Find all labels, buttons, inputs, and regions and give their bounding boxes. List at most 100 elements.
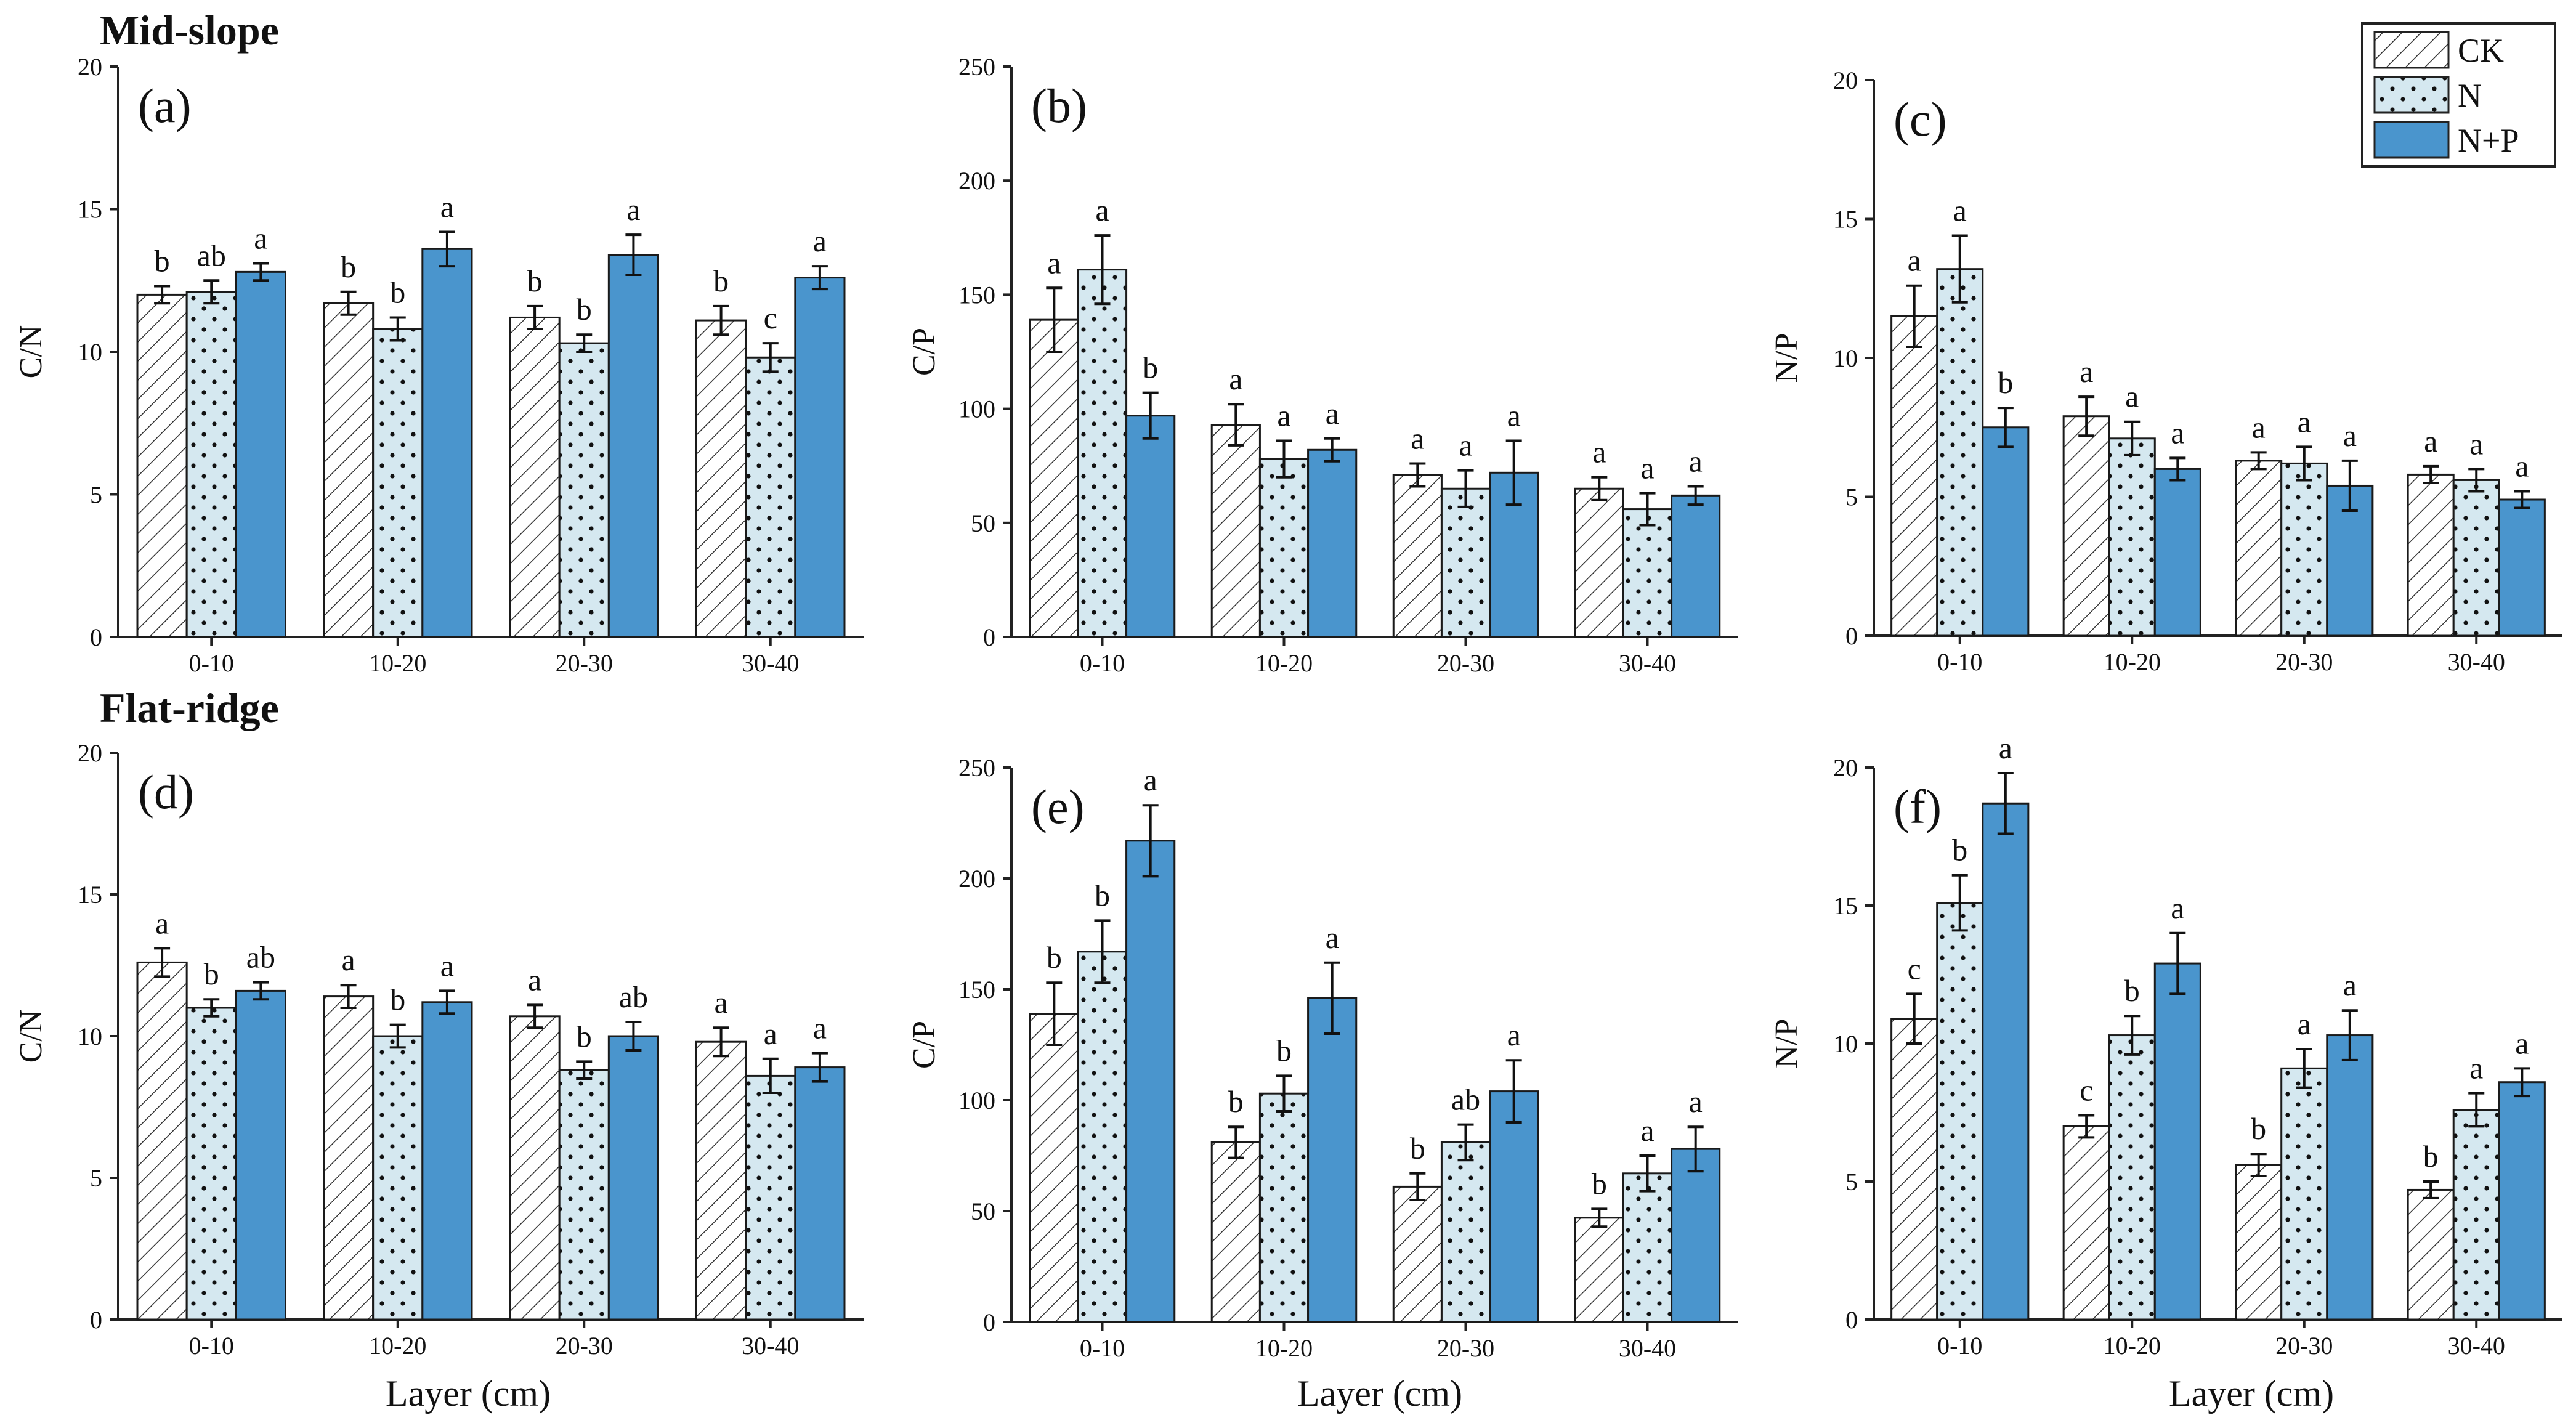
error-bar-f-2-0 (1997, 771, 2014, 835)
bar-e-ck-30-40 (1574, 1217, 1624, 1323)
legend-label-np: N+P (2458, 122, 2519, 159)
panel-label-e: (e) (1031, 780, 1085, 833)
bar-e-n-20-30 (1440, 1141, 1491, 1323)
error-bar-d-1-0 (203, 998, 220, 1018)
bar-d-ck-0-10 (136, 961, 188, 1321)
error-bar-d-0-1 (340, 984, 357, 1009)
y-tick-label-c-1: 5 (1845, 484, 1858, 511)
sig-letter-a-2-3: a (813, 224, 827, 258)
error-bar-d-1-3 (762, 1057, 779, 1094)
x-tick-label-a-1: 10-20 (369, 649, 426, 677)
error-bar-f-0-0 (1906, 992, 1922, 1045)
bar-a-n-20-30 (558, 342, 610, 638)
sig-letter-f-0-0: c (1908, 951, 1921, 986)
error-bar-c-0-0 (1906, 284, 1922, 348)
error-bar-c-2-2 (2341, 459, 2358, 513)
error-bar-e-2-0 (1142, 804, 1159, 878)
sig-letter-c-2-3: a (2515, 448, 2529, 483)
y-tick-label-b-2: 100 (958, 395, 995, 423)
bar-a-ck-30-40 (695, 319, 747, 638)
bar-c-ck-0-10 (1890, 315, 1938, 637)
bar-d-n-30-40 (745, 1074, 796, 1321)
sig-letter-e-2-2: a (1507, 1018, 1521, 1052)
bar-d-npp-0-10 (235, 989, 286, 1321)
error-bar-f-2-1 (2169, 931, 2186, 995)
error-bar-e-0-1 (1228, 1125, 1244, 1159)
sig-letter-c-1-0: a (1953, 193, 1967, 228)
x-tick-label-e-1: 10-20 (1255, 1334, 1313, 1362)
error-bar-c-2-3 (2514, 490, 2530, 509)
sig-letter-f-2-2: a (2343, 968, 2357, 1002)
error-bar-f-1-1 (2124, 1015, 2141, 1056)
sig-letter-d-1-2: b (577, 1019, 592, 1053)
sig-letter-f-1-3: a (2469, 1051, 2483, 1085)
error-bar-f-0-2 (2250, 1153, 2267, 1178)
sig-letter-e-0-0: b (1047, 940, 1062, 975)
sig-letter-d-1-1: b (390, 983, 405, 1017)
sig-letter-b-1-3: a (1640, 451, 1654, 485)
sig-letter-d-1-3: a (764, 1016, 777, 1051)
bar-d-n-0-10 (185, 1007, 237, 1321)
bar-c-n-30-40 (2452, 479, 2500, 637)
bar-a-npp-10-20 (421, 248, 473, 638)
sig-letter-f-1-0: b (1952, 833, 1967, 867)
bar-f-n-0-10 (1936, 902, 1984, 1321)
sig-letter-e-1-0: b (1095, 878, 1110, 912)
bar-e-npp-10-20 (1307, 997, 1358, 1323)
row-title-flat-ridge: Flat-ridge (100, 684, 279, 731)
bar-d-npp-20-30 (607, 1035, 659, 1321)
sig-letter-f-1-2: a (2298, 1007, 2311, 1041)
sig-letter-b-2-3: a (1689, 444, 1703, 479)
bar-c-npp-0-10 (1982, 426, 2030, 637)
bar-a-n-10-20 (372, 328, 424, 638)
sig-letter-d-2-1: a (440, 948, 454, 983)
error-bar-a-1-3 (762, 342, 779, 373)
bar-c-ck-30-40 (2407, 473, 2455, 637)
bar-f-n-10-20 (2108, 1034, 2156, 1321)
error-bar-b-1-1 (1276, 439, 1292, 479)
x-tick-label-d-0: 0-10 (189, 1332, 234, 1360)
error-bar-d-1-1 (389, 1023, 406, 1049)
error-bar-f-0-3 (2423, 1180, 2439, 1199)
x-tick-label-b-0: 0-10 (1080, 649, 1125, 677)
error-bar-e-0-3 (1591, 1207, 1608, 1228)
sig-letter-d-0-3: a (714, 985, 727, 1020)
error-bar-c-2-1 (2169, 456, 2186, 482)
error-bar-b-1-2 (1457, 469, 1474, 508)
sig-letter-d-0-1: a (341, 943, 355, 977)
bar-e-npp-30-40 (1671, 1148, 1721, 1323)
bar-a-npp-0-10 (235, 270, 286, 638)
error-bar-f-1-2 (2296, 1047, 2312, 1089)
error-bar-e-2-1 (1324, 961, 1340, 1035)
panel-label-a: (a) (138, 79, 192, 132)
bar-e-ck-10-20 (1210, 1141, 1261, 1323)
error-bar-d-2-1 (439, 989, 455, 1015)
sig-letter-a-2-2: a (626, 192, 640, 227)
sig-letter-a-1-2: b (577, 292, 592, 326)
panel-label-f: (f) (1894, 780, 1942, 833)
y-tick-label-b-0: 0 (983, 623, 995, 651)
bar-e-npp-20-30 (1489, 1090, 1539, 1323)
x-tick-label-d-3: 30-40 (742, 1332, 799, 1360)
sig-letter-e-2-1: a (1326, 920, 1339, 955)
error-bar-a-1-0 (203, 279, 220, 305)
error-bar-d-0-2 (527, 1003, 543, 1029)
y-tick-label-a-4: 20 (78, 53, 102, 81)
sig-letter-c-0-0: a (1908, 243, 1921, 278)
sig-letter-f-2-1: a (2171, 891, 2184, 925)
x-axis-label-d: Layer (cm) (386, 1373, 551, 1414)
x-axis-label-f: Layer (cm) (2169, 1373, 2334, 1414)
bar-b-n-10-20 (1258, 458, 1310, 638)
y-tick-label-c-3: 15 (1833, 206, 1858, 233)
sig-letter-a-0-1: b (341, 249, 356, 284)
y-tick-label-d-0: 0 (90, 1306, 102, 1334)
sig-letter-b-0-2: a (1411, 421, 1424, 455)
bar-d-ck-10-20 (323, 995, 375, 1321)
legend-swatch-n (2373, 76, 2450, 114)
y-tick-label-e-0: 0 (983, 1308, 995, 1336)
sig-letter-b-2-0: b (1143, 351, 1158, 385)
bar-b-npp-30-40 (1671, 494, 1721, 638)
y-tick-label-b-5: 250 (958, 53, 995, 81)
y-tick-label-f-3: 15 (1833, 892, 1858, 920)
